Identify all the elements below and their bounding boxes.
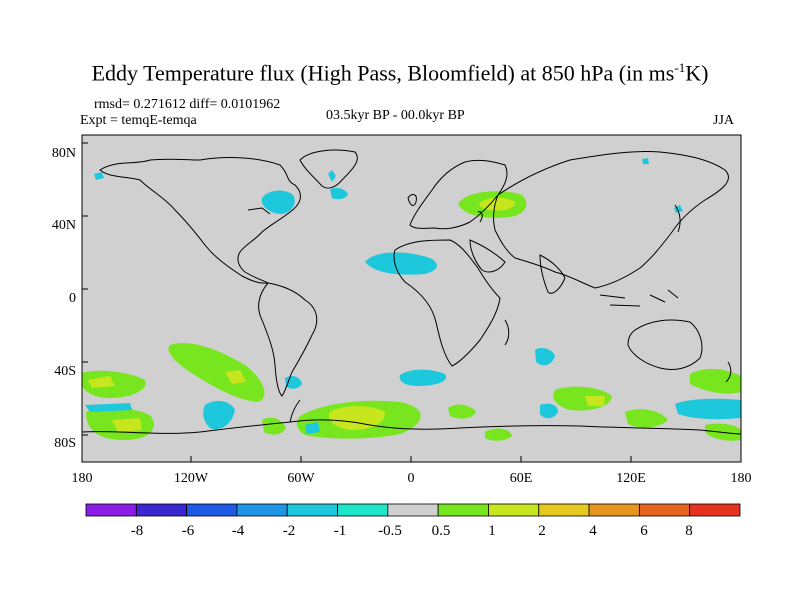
anomaly-bellingshausen	[262, 417, 286, 435]
coast-great-lakes	[247, 207, 271, 215]
colorbar-label: -6	[182, 523, 195, 539]
coast-madagascar	[504, 319, 510, 346]
anomaly-layer	[82, 158, 741, 441]
colorbar-label: -4	[232, 523, 245, 539]
anomaly-south-indian-3-core	[585, 396, 605, 406]
anomaly-weddell-neg	[305, 422, 320, 434]
colorbar-label: -1	[334, 523, 347, 539]
colorbar-label: -2	[283, 523, 296, 539]
coast-antarctica	[81, 419, 742, 435]
colorbar-swatch	[85, 503, 137, 517]
colorbar-label: -8	[131, 523, 144, 539]
colorbar-labels: -8 -6 -4 -2 -1 -0.5 0.5 1 2 4 6 8	[131, 523, 693, 539]
anomaly-pacific-nw	[94, 172, 104, 180]
anomaly-south-pacific-2-core	[88, 376, 115, 388]
anomaly-na-east	[261, 190, 295, 214]
anomaly-south-pacific-1-core	[225, 370, 246, 384]
colorbar-label: 1	[488, 523, 496, 539]
anomaly-south-atlantic-2	[535, 348, 555, 366]
coast-new-zealand	[725, 361, 732, 383]
colorbar-swatch	[488, 503, 540, 517]
lon-label-120w: 120W	[174, 471, 209, 486]
season-label: JJA	[713, 113, 735, 128]
colorbar-swatch	[186, 503, 238, 517]
title-suffix: K)	[685, 60, 709, 86]
coast-japan	[674, 204, 681, 233]
lat-label-0: 0	[69, 291, 76, 306]
colorbar-swatch	[135, 503, 188, 517]
anomaly-central-asia-core	[479, 197, 515, 211]
coast-asia	[493, 151, 729, 289]
colorbar-swatch	[337, 503, 389, 517]
anomaly-weddell-core	[329, 406, 385, 430]
colorbar-label: 6	[640, 523, 648, 539]
coast-arabia	[469, 239, 506, 273]
anomaly-australia-south	[625, 409, 668, 428]
anomaly-south-pacific-1	[168, 342, 265, 402]
lon-label-120e: 120E	[616, 471, 646, 486]
lon-tick-labels: 180 120W 60W 0 60E 120E 180	[72, 471, 752, 486]
colorbar-label: 0.5	[432, 523, 451, 539]
lon-label-180e: 180	[731, 471, 752, 486]
experiment-label: Expt = temqE-temqa	[80, 113, 197, 128]
coastlines	[81, 149, 742, 435]
coast-caspian	[477, 211, 483, 223]
colorbar-swatch	[286, 503, 338, 517]
title-text: Eddy Temperature flux (High Pass, Bloomf…	[91, 60, 675, 86]
stats-label: rmsd= 0.271612 diff= 0.0101962	[94, 97, 281, 112]
colorbar-swatch	[387, 503, 439, 517]
lat-label-40s: 40S	[54, 364, 76, 379]
lon-tick-marks	[81, 456, 742, 462]
anomaly-south-indian-2	[485, 428, 512, 441]
anomaly-amundsen	[203, 400, 235, 430]
colorbar	[85, 503, 741, 517]
anomaly-south-indian-1	[448, 404, 476, 419]
lat-tick-labels: 80N 40N 0 40S 80S	[52, 146, 76, 451]
coast-greenland	[299, 149, 358, 189]
coast-australia	[627, 319, 703, 371]
colorbar-label: 8	[685, 523, 693, 539]
coast-north-america	[99, 157, 301, 284]
colorbar-swatch	[437, 503, 489, 517]
lon-label-60w: 60W	[287, 471, 315, 486]
anomaly-south-indian-neg	[540, 403, 558, 419]
anomaly-tasman	[690, 368, 741, 394]
colorbar-label: 2	[538, 523, 546, 539]
colorbar-label: -0.5	[378, 523, 402, 539]
anomaly-south-atlantic	[399, 369, 446, 386]
coast-europe	[409, 159, 508, 230]
anomaly-ross-core	[112, 418, 142, 432]
coast-indonesia	[599, 289, 679, 307]
lat-tick-marks	[82, 142, 88, 436]
colorbar-swatch	[236, 503, 288, 517]
colorbar-swatch	[638, 503, 691, 517]
coast-south-america	[258, 282, 318, 397]
lat-label-80s: 80S	[54, 436, 76, 451]
lat-label-80n: 80N	[52, 146, 76, 161]
colorbar-swatch	[588, 503, 640, 517]
chart-title: Eddy Temperature flux (High Pass, Bloomf…	[0, 60, 800, 86]
colorbar-swatch	[689, 503, 741, 517]
anomaly-arctic-siberia	[642, 158, 649, 164]
anomaly-north-africa	[365, 252, 437, 275]
coast-uk	[407, 194, 417, 206]
period-label: 03.5kyr BP - 00.0kyr BP	[326, 108, 465, 123]
title-exponent: -1	[674, 60, 686, 75]
lat-label-40n: 40N	[52, 218, 76, 233]
coast-antarctic-peninsula	[289, 399, 301, 423]
lon-label-180w: 180	[72, 471, 93, 486]
anomaly-ross-neg	[85, 403, 132, 412]
colorbar-label: 4	[589, 523, 597, 539]
anomaly-iceland	[328, 170, 336, 182]
coast-africa	[393, 239, 501, 367]
coast-india	[539, 254, 566, 294]
colorbar-swatch	[538, 503, 590, 517]
lon-label-60e: 60E	[510, 471, 533, 486]
anomaly-east-pacific-neg	[675, 398, 741, 420]
lon-label-0: 0	[408, 471, 415, 486]
anomaly-greenland	[330, 187, 348, 200]
